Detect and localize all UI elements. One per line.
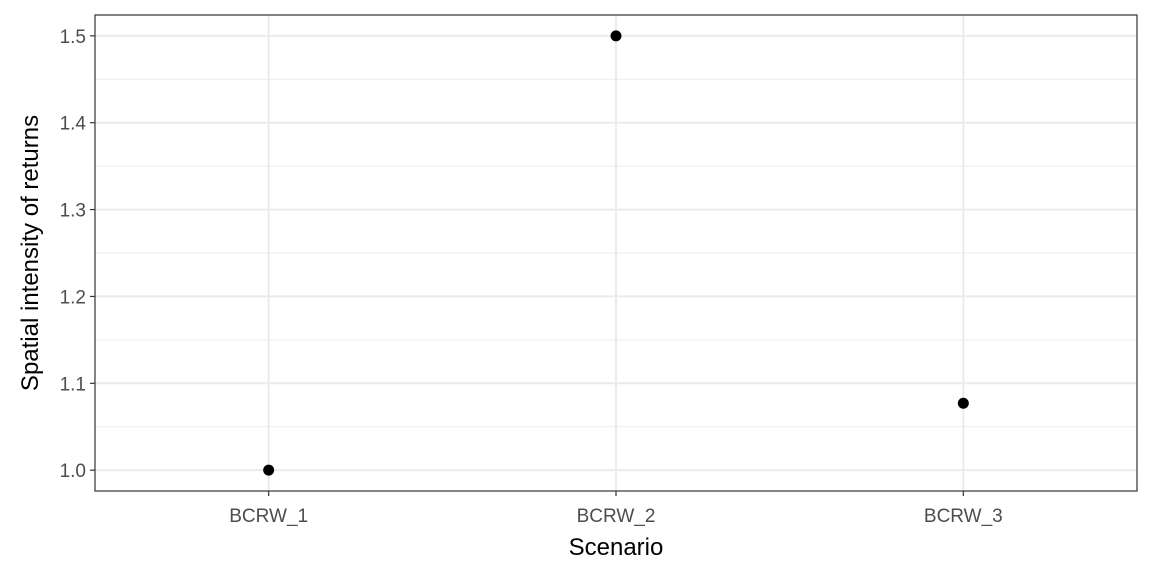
x-axis-title: Scenario: [569, 534, 664, 561]
data-points: [263, 30, 969, 476]
y-tick-label: 1.5: [60, 27, 86, 48]
data-point: [610, 30, 622, 42]
y-tick-label: 1.4: [60, 114, 87, 135]
x-tick-label: BCRW_1: [229, 506, 308, 527]
data-point: [957, 397, 969, 409]
y-axis: 1.0 1.1 1.2 1.3 1.4 1.5: [60, 27, 95, 482]
x-axis: BCRW_1 BCRW_2 BCRW_3: [229, 491, 1003, 527]
y-axis-title: Spatial intensity of returns: [17, 115, 44, 391]
y-tick-label: 1.3: [60, 201, 86, 222]
y-tick-label: 1.2: [60, 287, 86, 308]
x-tick-label: BCRW_3: [924, 506, 1003, 527]
y-tick-label: 1.1: [60, 374, 86, 395]
y-tick-label: 1.0: [60, 461, 86, 482]
x-tick-label: BCRW_2: [577, 506, 656, 527]
data-point: [263, 464, 275, 476]
